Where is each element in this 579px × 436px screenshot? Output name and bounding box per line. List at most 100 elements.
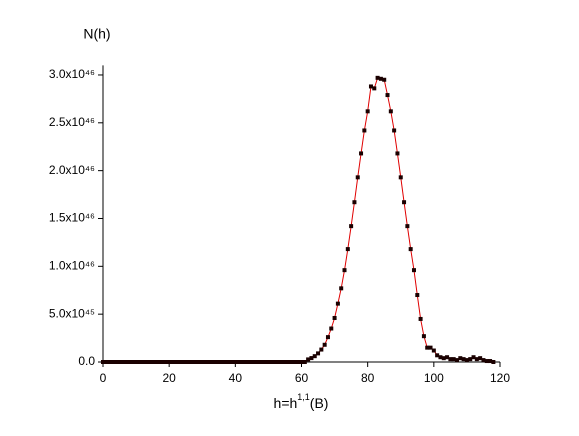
data-point	[259, 360, 264, 364]
data-point	[210, 360, 215, 364]
data-point	[110, 360, 115, 364]
data-point	[448, 357, 453, 362]
data-point	[203, 360, 208, 364]
data-point	[388, 109, 393, 114]
data-point	[253, 360, 258, 364]
y-tick-label: 0.0	[78, 354, 95, 368]
data-point	[124, 360, 129, 364]
series-line	[103, 77, 494, 363]
data-point	[306, 357, 311, 362]
y-tick-label: 3.0x10⁴⁶	[49, 67, 95, 81]
data-point	[325, 335, 330, 340]
x-axis-label: h=h1,1(B)	[274, 392, 329, 410]
data-point	[180, 360, 185, 364]
y-tick-label: 1.5x10⁴⁶	[49, 211, 95, 225]
data-point	[365, 109, 370, 114]
data-point	[445, 355, 450, 360]
data-point	[345, 247, 350, 252]
data-point	[137, 360, 142, 364]
data-point	[163, 360, 168, 364]
data-point	[488, 359, 493, 364]
data-point	[140, 360, 145, 364]
data-point	[190, 360, 195, 364]
data-point	[342, 268, 347, 273]
data-point	[292, 360, 297, 364]
data-point	[157, 360, 162, 364]
x-label-base: h=h	[274, 395, 298, 411]
data-point	[167, 360, 172, 364]
data-point	[226, 360, 231, 364]
data-point	[177, 360, 182, 364]
data-point	[461, 357, 466, 362]
data-point	[402, 200, 407, 205]
data-point	[276, 360, 281, 364]
data-point	[220, 360, 225, 364]
data-point	[375, 75, 380, 80]
x-tick-label: 60	[295, 371, 309, 385]
data-point	[289, 360, 294, 364]
data-point	[411, 268, 416, 273]
data-point	[144, 360, 149, 364]
data-point	[127, 360, 132, 364]
data-point	[385, 93, 390, 98]
data-point	[282, 360, 287, 364]
data-point	[392, 128, 397, 133]
data-point	[491, 360, 496, 364]
data-point	[114, 360, 119, 364]
data-point	[279, 360, 284, 364]
data-point	[309, 356, 314, 361]
data-point	[382, 77, 387, 82]
data-point	[454, 358, 459, 363]
data-point	[428, 345, 433, 350]
data-point	[372, 86, 377, 91]
data-point	[332, 315, 337, 320]
data-point	[312, 354, 317, 359]
data-point	[246, 360, 251, 364]
data-point	[249, 360, 254, 364]
data-point	[187, 360, 192, 364]
data-point	[468, 357, 473, 362]
data-point	[322, 342, 327, 347]
x-label-sup: 1,1	[297, 392, 310, 402]
data-point	[269, 360, 274, 364]
data-point	[395, 151, 400, 156]
data-point	[101, 360, 105, 364]
data-point	[134, 360, 139, 364]
data-point	[408, 247, 413, 252]
y-tick-label: 5.0x10⁴⁵	[49, 306, 95, 320]
data-point	[368, 84, 373, 89]
x-tick-label: 80	[361, 371, 375, 385]
data-point	[213, 360, 218, 364]
data-point	[196, 360, 201, 364]
data-point	[263, 360, 268, 364]
data-point	[130, 360, 135, 364]
data-point	[296, 360, 301, 364]
x-label-tail: (B)	[310, 395, 329, 411]
data-point	[335, 301, 340, 306]
data-point	[435, 353, 440, 358]
data-point	[441, 356, 446, 361]
data-point	[359, 151, 364, 156]
data-point	[150, 360, 155, 364]
data-point	[223, 360, 228, 364]
data-point	[153, 360, 158, 364]
data-point	[170, 360, 175, 364]
data-point	[421, 334, 426, 339]
data-point	[107, 360, 112, 364]
y-axis-label: N(h)	[83, 26, 110, 42]
y-tick-label: 2.0x10⁴⁶	[49, 163, 95, 177]
data-point	[319, 347, 324, 352]
data-point	[362, 128, 367, 133]
data-point	[286, 360, 291, 364]
data-point	[193, 360, 198, 364]
x-tick-label: 100	[424, 371, 444, 385]
data-point	[349, 224, 354, 229]
data-point	[398, 175, 403, 180]
data-point	[418, 316, 423, 321]
data-point	[117, 360, 122, 364]
data-point	[481, 358, 486, 363]
x-tick-label: 40	[229, 371, 243, 385]
data-point	[216, 360, 221, 364]
data-point	[230, 360, 235, 364]
data-point	[236, 360, 241, 364]
